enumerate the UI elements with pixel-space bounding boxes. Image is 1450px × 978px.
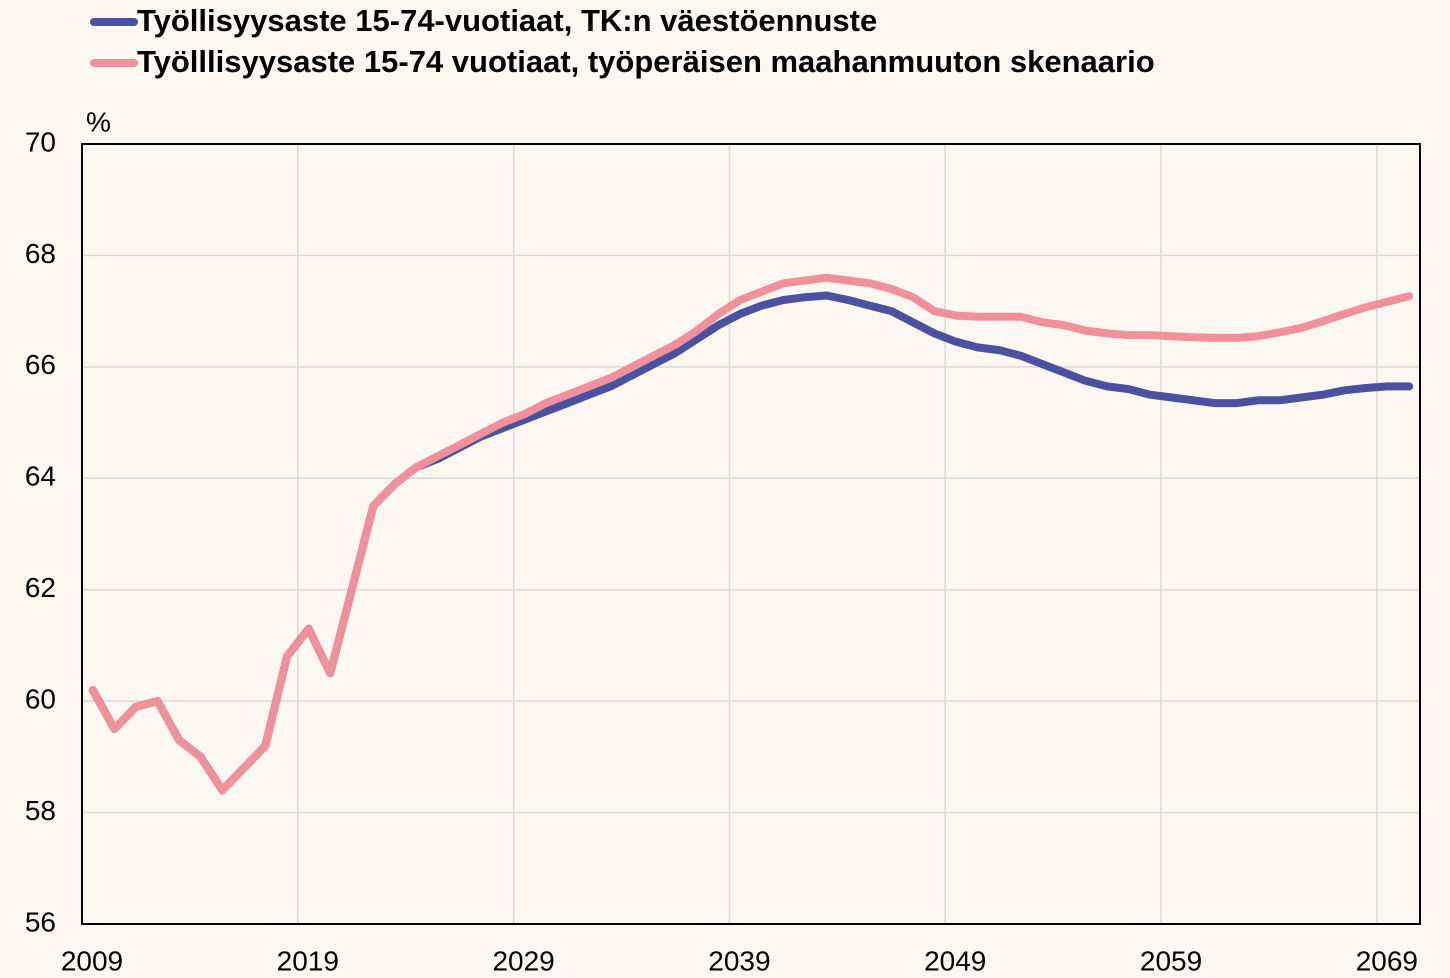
plot-border [81,143,1421,925]
x-tick-label: 2019 [277,945,339,976]
y-tick-label: 68 [25,238,56,269]
x-tick-label: 2029 [492,945,554,976]
legend-label: Työlllisyysaste 15-74 vuotiaat, työperäi… [137,44,1155,79]
x-tick-label: 2049 [924,945,986,976]
x-tick-label: 2059 [1140,945,1202,976]
series-line [88,273,1414,795]
y-tick-label: 58 [25,795,56,826]
series-line [88,291,1414,795]
y-tick-label: 66 [25,349,56,380]
y-tick-label: 70 [25,126,56,157]
y-tick-label: 56 [25,906,56,937]
x-tick-label: 2009 [61,945,123,976]
legend-label: Työllisyysaste 15-74-vuotiaat, TK:n väes… [137,3,877,38]
x-tick-label: 2039 [708,945,770,976]
y-tick-label: 62 [25,572,56,603]
x-tick-label: 2069 [1356,945,1418,976]
y-tick-label: 60 [25,684,56,715]
y-tick-label: 64 [25,461,56,492]
y-axis-label: % [86,106,111,137]
